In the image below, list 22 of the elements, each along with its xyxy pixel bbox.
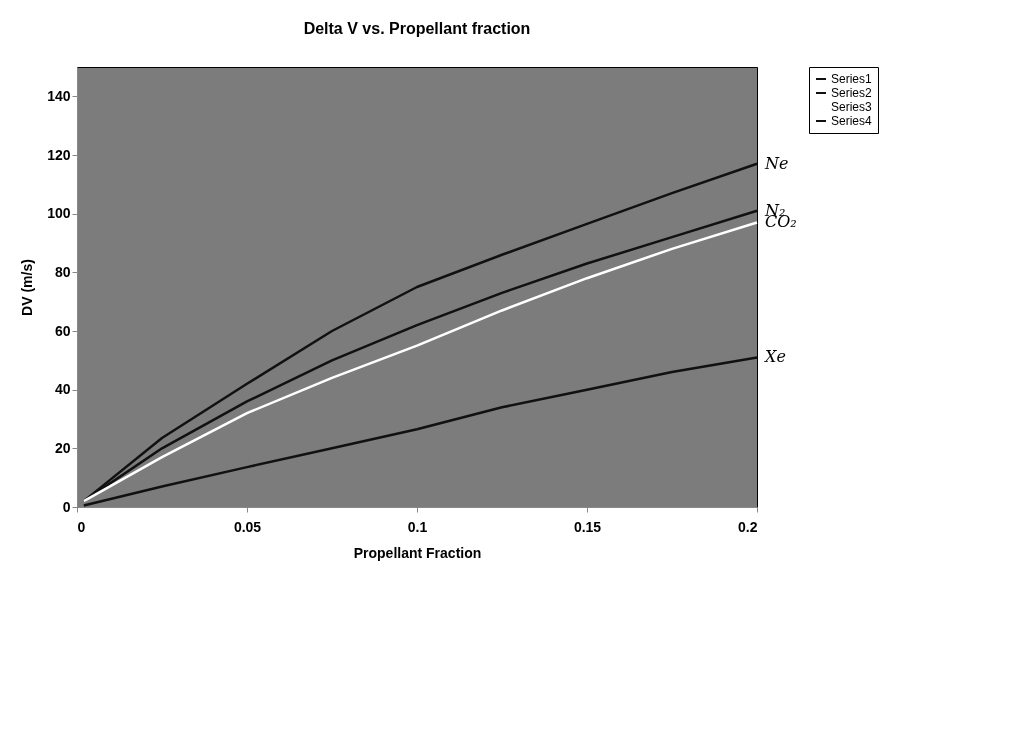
legend-label: Series4 — [831, 114, 873, 128]
y-tick-label: 60 — [54, 322, 71, 339]
y-tick-label: 80 — [54, 263, 71, 280]
x-axis-title: Propellant Fraction — [353, 544, 482, 561]
text: Series3 — [831, 100, 873, 114]
x-tick-label: 0.1 — [407, 518, 428, 535]
legend-label: Series2 — [831, 86, 873, 100]
x-tick-label: 0.2 — [738, 518, 758, 535]
chart-title: Delta V vs. Propellant fraction — [303, 19, 531, 37]
x-tick-label: 0.05 — [233, 518, 262, 535]
y-tick-label: 140 — [47, 87, 71, 104]
y-tick-label: 20 — [54, 439, 71, 456]
x-tick-label: 0 — [77, 518, 86, 535]
y-axis-title: DV (m/s) — [19, 259, 36, 316]
text: Ne — [764, 153, 789, 173]
y-tick-label: 100 — [47, 205, 71, 222]
legend-label: Series1 — [831, 72, 873, 86]
x-tick-label: 0.15 — [573, 518, 602, 535]
y-tick-label: 0 — [62, 498, 71, 515]
text: Xe — [763, 347, 786, 367]
y-tick-label: 120 — [47, 146, 71, 163]
y-tick-label: 40 — [54, 381, 71, 398]
